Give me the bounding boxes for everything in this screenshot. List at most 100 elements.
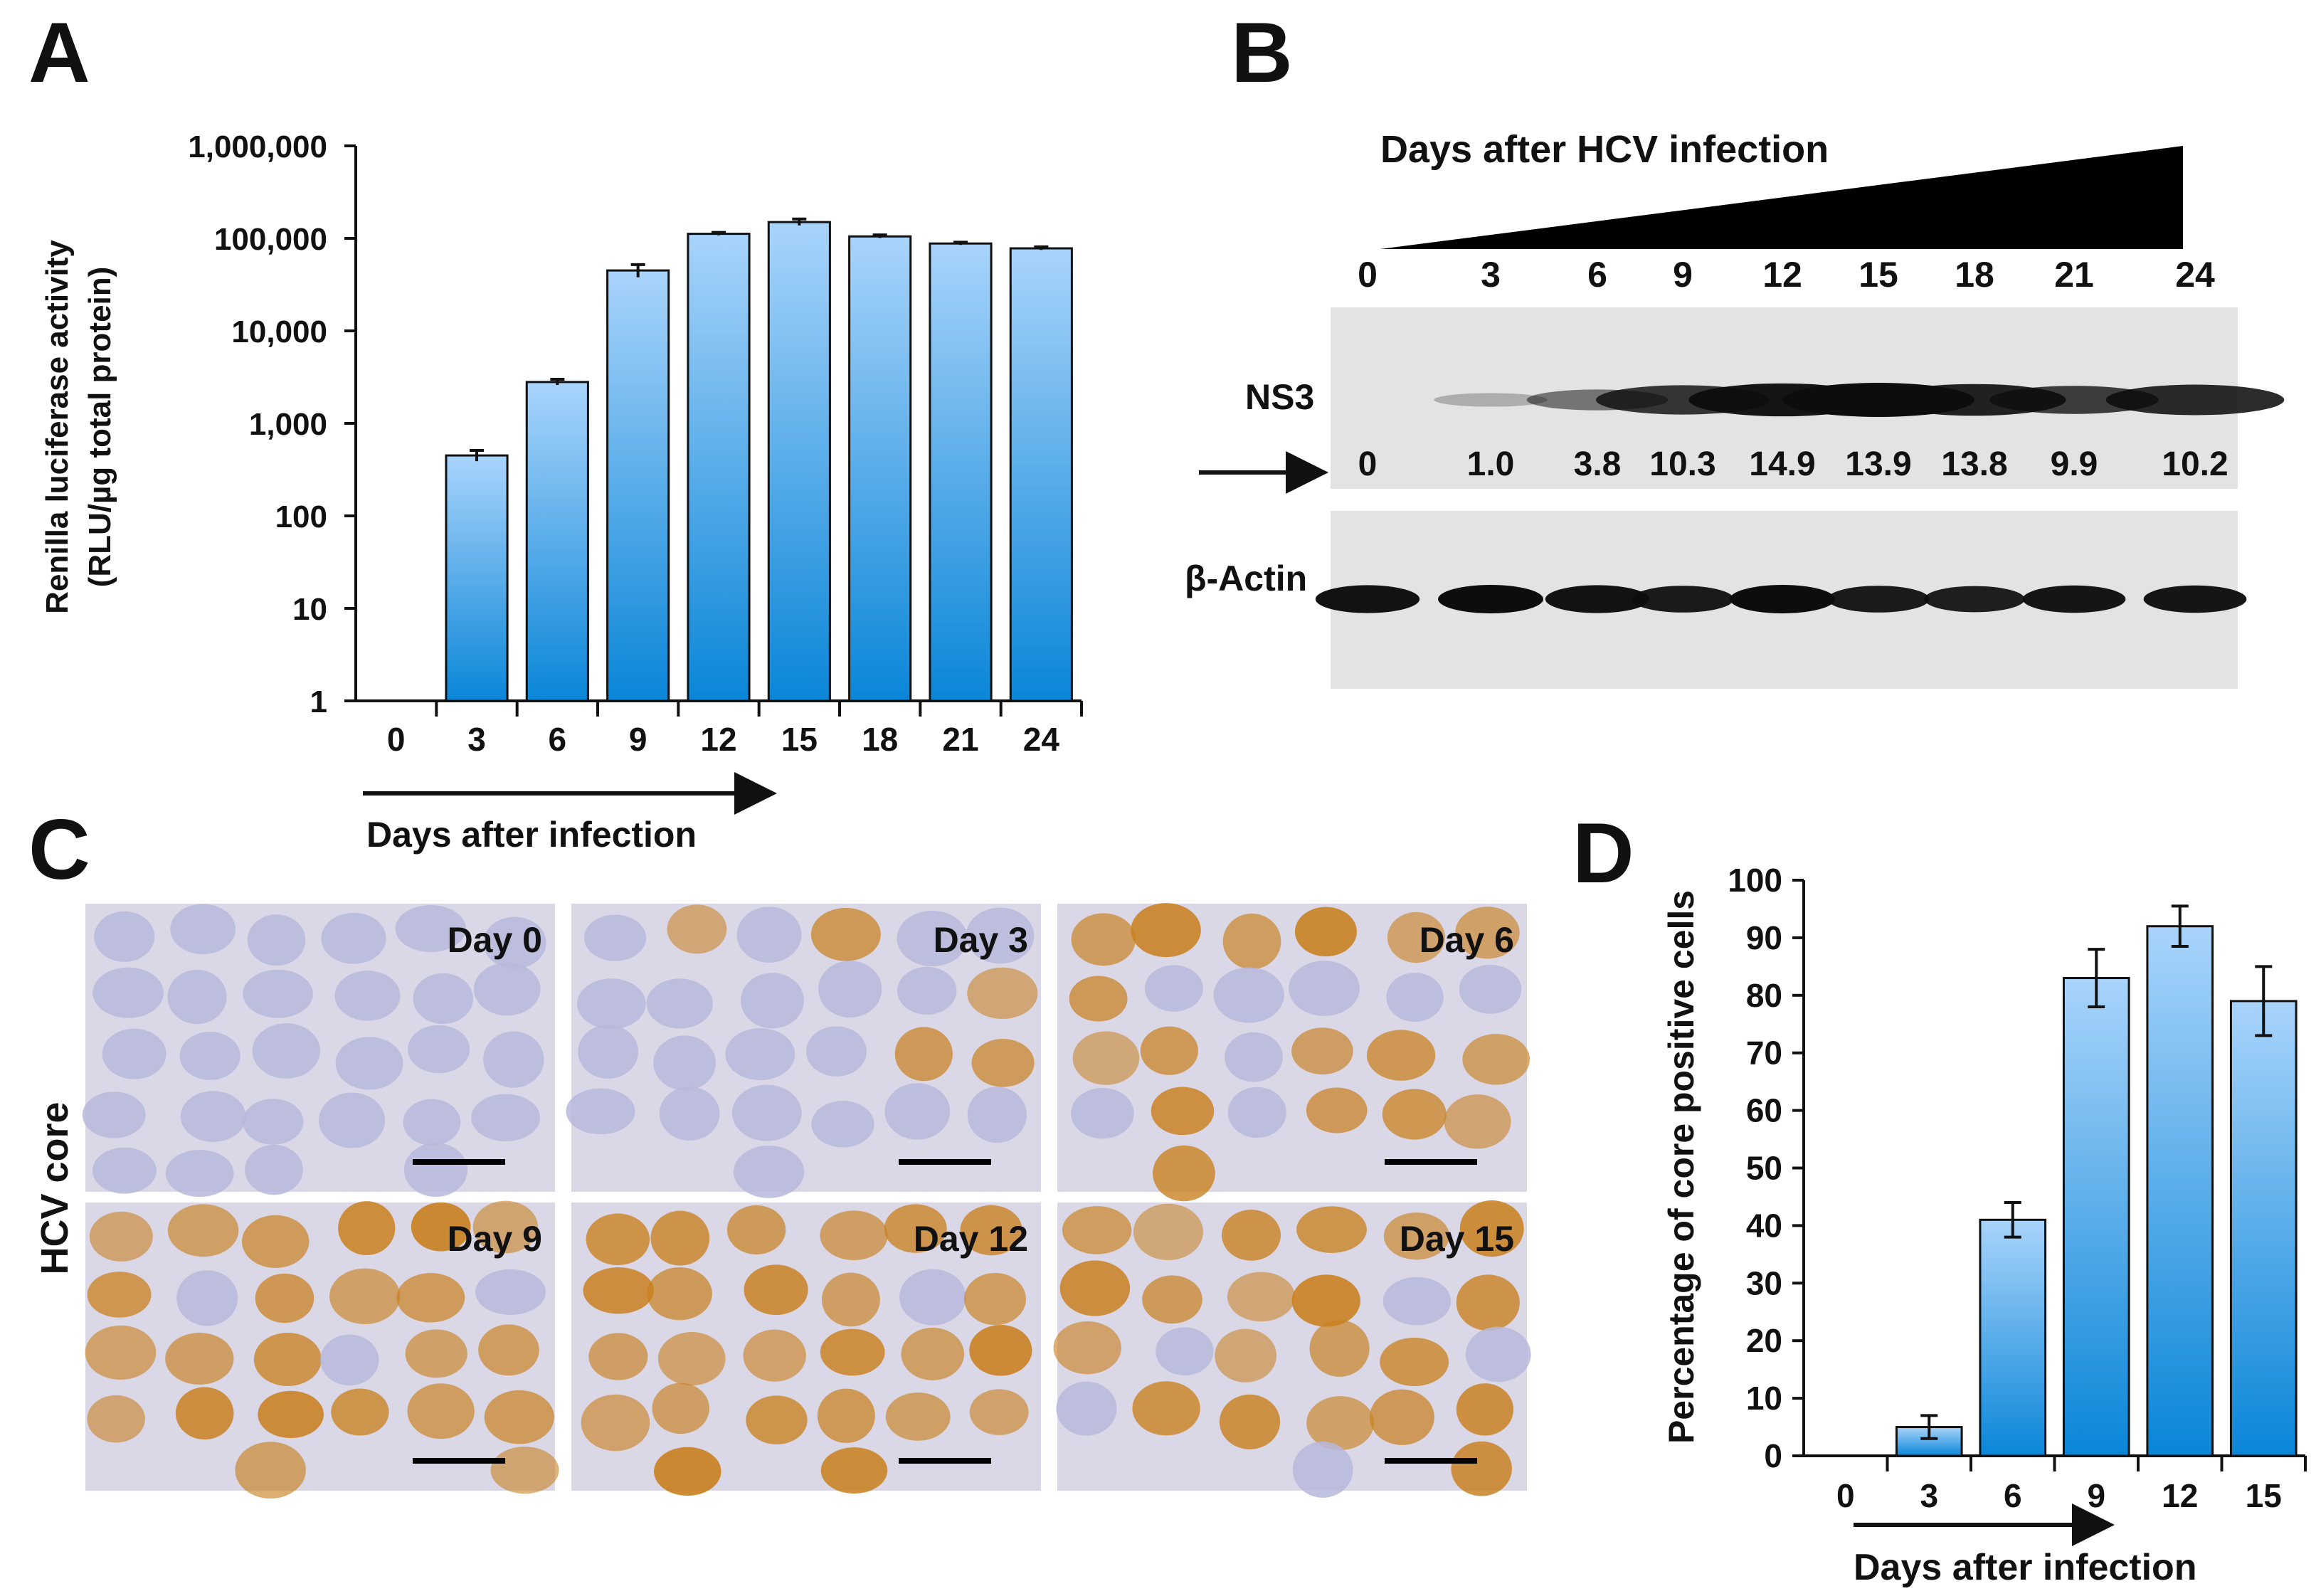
panel-c-stained-cell (1382, 1089, 1447, 1140)
panel-c-stained-cell (1444, 1094, 1511, 1149)
panel-b-day-label: 6 (1587, 255, 1607, 295)
panel-c-stained-cell (1131, 903, 1201, 958)
panel-b-actin-band (1632, 586, 1734, 613)
panel-c-stained-cell (396, 1273, 465, 1323)
panel-a-bar (1009, 247, 1073, 702)
panel-c-stained-cell (411, 1202, 471, 1252)
panel-d-y-tick-label: 20 (1746, 1322, 1782, 1359)
panel-c-nucleus (475, 1269, 546, 1315)
panel-b-quant-labels: 0 1.0 3.8 10.3 14.9 13.9 13.8 9.9 10.2 (1358, 445, 2229, 483)
panel-c-stained-cell (647, 1267, 712, 1321)
panel-a-x-tick-label: 18 (862, 721, 898, 758)
panel-b-actin-band (2143, 585, 2247, 613)
panel-b-ns3-label: NS3 (1245, 377, 1314, 417)
panel-c-stained-cell (820, 1328, 885, 1376)
panel-d-label: D (1572, 805, 1634, 901)
panel-c-nucleus (1459, 964, 1522, 1014)
panel-c-stained-cell (650, 1210, 710, 1266)
panel-c-stained-cell (484, 1390, 554, 1444)
panel-c-stained-cell (746, 1395, 808, 1444)
panel-c-stained-cell (1222, 913, 1281, 970)
panel-c-stained-cell (241, 1215, 310, 1268)
panel-c-nucleus (319, 1092, 386, 1148)
panel-c-stained-cell (588, 1333, 648, 1380)
panel-c-nucleus (884, 1083, 951, 1140)
panel-a-x-tick-label: 0 (387, 721, 406, 758)
panel-d-bar (2146, 925, 2214, 1457)
panel-d-y-ticks: 0 10 20 30 40 50 60 70 80 90 100 (1728, 862, 1804, 1474)
panel-b-day-label: 0 (1358, 255, 1378, 295)
panel-c-stained-cell (820, 1210, 888, 1260)
panel-c-nucleus (471, 1094, 541, 1141)
panel-c-stained-cell (821, 1272, 880, 1327)
panel-c-nucleus (320, 1334, 379, 1386)
panel-c-stained-cell (85, 1325, 157, 1380)
panel-c-stained-cell (1291, 1274, 1360, 1327)
panel-d-bar (2229, 1000, 2298, 1457)
panel-d-y-tick-label: 40 (1746, 1207, 1782, 1244)
panel-c-nucleus (966, 907, 1035, 964)
panel-c-nucleus (403, 1143, 467, 1198)
panel-c-nucleus (408, 1025, 470, 1074)
panel-c-nucleus (102, 1028, 166, 1079)
panel-c-stained-cell (1387, 911, 1445, 963)
panel-c-nucleus (1144, 965, 1203, 1012)
panel-d-y-tick-label: 70 (1746, 1035, 1782, 1072)
panel-c-stained-cell (583, 1267, 654, 1314)
panel-a-x-tick-label: 12 (700, 721, 736, 758)
panel-b-quant-label: 3.8 (1574, 445, 1622, 483)
panel-c-nucleus (1292, 1441, 1353, 1498)
panel-c-nucleus (252, 1023, 320, 1079)
panel-c-nucleus (583, 914, 647, 961)
panel-c-stained-cell (1456, 1383, 1514, 1436)
panel-c-nucleus (94, 911, 155, 962)
panel-d-ylabel: Percentage of core positive cells (1661, 890, 1701, 1444)
panel-c-stained-cell (964, 1272, 1026, 1326)
panel-c-nucleus (1465, 1326, 1531, 1383)
panel-c-stained-cell (894, 1027, 953, 1082)
panel-b-actin-label: β-Actin (1185, 559, 1307, 598)
panel-c-stained-cell (743, 1329, 806, 1382)
panel-c-stained-cell (969, 1389, 1029, 1435)
panel-c-nucleus (165, 1149, 234, 1198)
panel-a-y-tick-label: 100 (275, 500, 327, 534)
panel-d-y-tick-label: 60 (1746, 1092, 1782, 1129)
panel-c-stained-cell (1291, 1027, 1353, 1075)
panel-c-stained-cell (1219, 1394, 1281, 1449)
panel-b-ns3-bands (1434, 383, 2285, 417)
panel-d-y-tick-label: 0 (1764, 1437, 1782, 1474)
panel-b-actin-band (1438, 585, 1543, 613)
panel-b-ns3-band (1434, 393, 1548, 407)
panel-c-nucleus (395, 905, 466, 953)
panel-d-x-tick-label: 15 (2246, 1477, 2282, 1514)
panel-b-day-label: 15 (1859, 255, 1898, 295)
panel-c-nucleus (806, 1026, 867, 1077)
panel-b: B Days after HCV infection 0 3 6 9 12 15 18 21 2… (1185, 5, 2285, 689)
panel-a-y-ticks: 1 10 100 1,000 10,000 100,000 1,000,000 (188, 130, 356, 719)
panel-b-day-labels: 0 3 6 9 12 15 18 21 24 (1358, 255, 2215, 295)
panel-b-ns3-band (2105, 384, 2285, 416)
panel-c-image-title: Day 6 (1419, 920, 1514, 960)
panel-c-nucleus (1289, 961, 1360, 1016)
panel-b-quant-label: 10.2 (2162, 445, 2228, 483)
panel-a-y-tick-label: 100,000 (214, 222, 327, 257)
panel-c-stained-cell (1140, 1026, 1198, 1075)
panel-c-stained-cell (885, 1392, 951, 1441)
panel-b-actin-band (1545, 585, 1650, 613)
panel-c-nucleus (245, 1144, 303, 1195)
panel-c-nucleus (646, 978, 713, 1029)
panel-c-stained-cell (1380, 1337, 1449, 1387)
panel-d-bars (1895, 904, 2298, 1457)
panel-c-stained-cell (472, 1200, 539, 1254)
panel-c-image: Day 6 (1057, 903, 1530, 1202)
panel-c-stained-cell (1383, 1212, 1450, 1260)
panel-c-image-title: Day 9 (448, 1219, 542, 1259)
panel-b-actin-band (2022, 585, 2126, 613)
panel-c-stained-cell (1306, 1087, 1368, 1133)
panel-c-stained-cell (1451, 1441, 1512, 1496)
panel-c-stained-cell (744, 1264, 808, 1315)
panel-b-quant-label: 1.0 (1467, 445, 1515, 483)
panel-a-x-ticks: 0 3 6 9 12 15 18 21 24 (387, 701, 1083, 758)
panel-c-stained-cell (820, 1447, 888, 1494)
panel-c-nucleus (818, 961, 882, 1018)
